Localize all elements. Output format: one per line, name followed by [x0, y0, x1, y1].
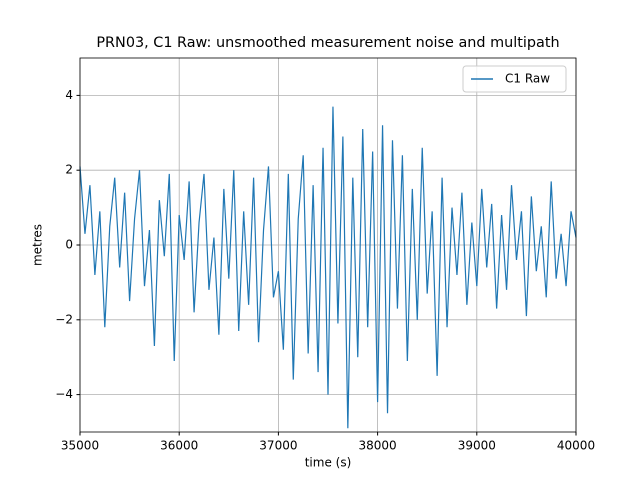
x-axis-label: time (s) — [305, 456, 352, 470]
x-tick-label: 35000 — [61, 439, 99, 453]
y-tick-label: 4 — [65, 88, 73, 102]
y-tick-label: 0 — [65, 238, 73, 252]
y-tick-label: −2 — [55, 312, 73, 326]
x-tick-label: 37000 — [259, 439, 297, 453]
x-tick-label: 40000 — [557, 439, 595, 453]
y-axis-label: metres — [31, 224, 45, 266]
x-tick-label: 39000 — [458, 439, 496, 453]
y-tick-label: −4 — [55, 387, 73, 401]
legend-box — [462, 65, 567, 93]
y-tick-label: 2 — [65, 163, 73, 177]
x-tick-label: 36000 — [160, 439, 198, 453]
axes-frame — [79, 57, 577, 433]
data-line — [79, 106, 577, 429]
x-tick-label: 38000 — [359, 439, 397, 453]
chart-title: PRN03, C1 Raw: unsmoothed measurement no… — [96, 35, 559, 51]
legend-label: C1 Raw — [505, 72, 550, 86]
